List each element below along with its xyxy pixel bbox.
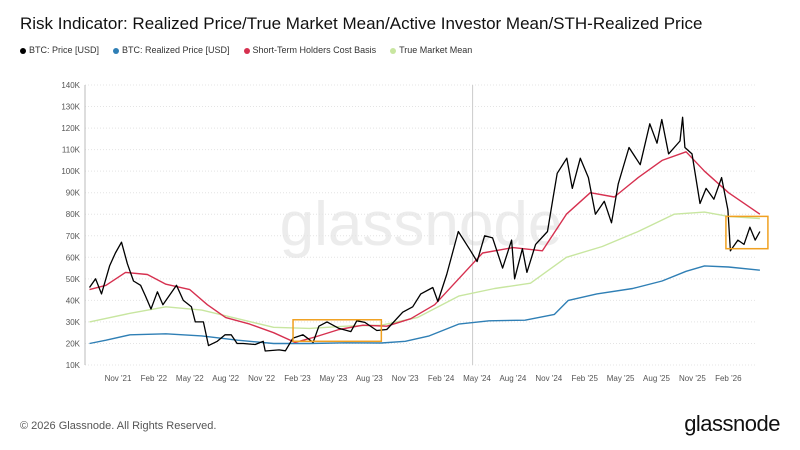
y-tick-label: 40K	[66, 296, 81, 305]
y-tick-label: 90K	[66, 189, 81, 198]
brand-logo: glassnode	[684, 411, 780, 436]
series-line-btc-price-usd-	[88, 116, 761, 352]
y-tick-label: 70K	[66, 232, 81, 241]
y-tick-label: 20K	[66, 339, 81, 348]
x-tick-label: May '24	[463, 374, 491, 383]
legend-label: Short-Term Holders Cost Basis	[252, 45, 377, 55]
chart-title: Risk Indicator: Realized Price/True Mark…	[20, 14, 703, 33]
series-line-true-market-mean	[89, 211, 760, 330]
y-tick-label: 30K	[66, 318, 81, 327]
x-tick-label: Aug '25	[643, 374, 670, 383]
x-tick-label: Feb '25	[571, 374, 598, 383]
legend-dot-icon	[390, 47, 397, 54]
x-tick-label: Feb '24	[428, 374, 455, 383]
y-tick-label: 60K	[66, 253, 81, 262]
x-tick-label: May '22	[176, 374, 204, 383]
legend-dot-icon	[243, 47, 250, 54]
x-tick-label: Feb '26	[715, 374, 742, 383]
y-tick-label: 130K	[61, 103, 80, 112]
x-tick-label: Nov '22	[248, 374, 275, 383]
series-line-btc-realized-price-usd-	[89, 265, 760, 345]
legend-dot-icon	[113, 47, 120, 54]
legend-label: BTC: Price [USD]	[29, 45, 100, 55]
x-tick-label: Aug '23	[356, 374, 383, 383]
x-tick-label: Feb '23	[284, 374, 311, 383]
y-tick-label: 50K	[66, 275, 81, 284]
highlight-box	[725, 215, 769, 250]
x-tick-label: Nov '25	[679, 374, 706, 383]
x-tick-label: Aug '24	[499, 374, 526, 383]
legend-dot-icon	[20, 47, 26, 54]
x-tick-label: May '25	[607, 374, 635, 383]
x-tick-label: Nov '21	[105, 374, 132, 383]
y-tick-label: 10K	[66, 361, 81, 370]
legend-item[interactable]: BTC: Realized Price [USD]	[113, 45, 230, 55]
y-tick-label: 80K	[66, 210, 81, 219]
series-line-short-term-holders-cost-basis	[89, 151, 761, 344]
x-tick-label: May '23	[320, 374, 348, 383]
legend-label: True Market Mean	[399, 45, 473, 55]
legend: BTC: Price [USD] BTC: Realized Price [USD…	[20, 45, 472, 55]
x-tick-label: Feb '22	[141, 374, 168, 383]
legend-label: BTC: Realized Price [USD]	[122, 45, 230, 55]
x-tick-label: Aug '22	[212, 374, 239, 383]
y-tick-label: 100K	[61, 167, 80, 176]
x-tick-label: Nov '23	[392, 374, 419, 383]
y-tick-label: 140K	[61, 81, 80, 90]
x-tick-label: Nov '24	[535, 374, 562, 383]
legend-item[interactable]: BTC: Price [USD]	[20, 45, 99, 55]
y-tick-label: 120K	[61, 124, 80, 133]
y-tick-label: 110K	[62, 146, 81, 155]
copyright: © 2026 Glassnode. All Rights Reserved.	[20, 420, 217, 432]
legend-item[interactable]: Short-Term Holders Cost Basis	[243, 45, 377, 55]
legend-item[interactable]: True Market Mean	[390, 45, 472, 55]
highlight-box	[292, 319, 383, 343]
